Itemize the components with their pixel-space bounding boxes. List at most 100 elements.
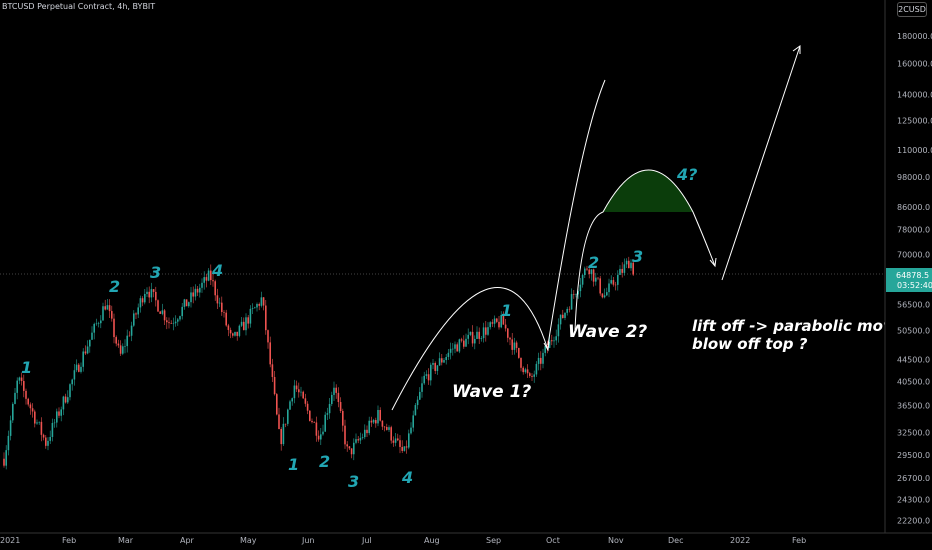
candle-body bbox=[23, 381, 25, 391]
candle-body bbox=[394, 438, 397, 443]
currency-prefix: 2C bbox=[898, 5, 909, 14]
candle-body bbox=[247, 317, 249, 324]
price-tick-label: 40500.0 bbox=[897, 377, 930, 386]
candle-body bbox=[232, 333, 234, 336]
wave-count-2: 2 bbox=[109, 277, 120, 296]
time-axis[interactable]: 2021 Feb Mar Apr May Jun Jul Aug Sep Oct Nov Dec 202… bbox=[0, 532, 932, 545]
candle-body bbox=[199, 287, 201, 293]
drawings-layer bbox=[391, 45, 801, 411]
candle-body bbox=[27, 398, 29, 405]
candle-body bbox=[148, 291, 150, 298]
candle-body bbox=[225, 312, 227, 326]
candle-body bbox=[12, 403, 14, 421]
last-price-badge bbox=[886, 268, 932, 292]
candle-body bbox=[460, 339, 463, 341]
wave-count-2b: 2 bbox=[319, 452, 330, 471]
candle-body bbox=[458, 339, 461, 352]
candle-body bbox=[97, 323, 100, 324]
candle-body bbox=[190, 292, 192, 303]
candle-body bbox=[432, 362, 434, 365]
time-tick-label: Dec bbox=[668, 536, 683, 545]
candle-body bbox=[196, 288, 199, 293]
time-tick-label: Mar bbox=[118, 536, 134, 545]
candle-body bbox=[183, 299, 186, 307]
wave-count-4: 4 bbox=[211, 261, 223, 280]
candle-body bbox=[617, 274, 619, 285]
candle-body bbox=[45, 437, 47, 446]
candle-body bbox=[119, 345, 122, 354]
candle-body bbox=[405, 446, 408, 448]
candle-body bbox=[181, 306, 183, 317]
candle-body bbox=[513, 342, 516, 350]
candle-body bbox=[157, 300, 159, 312]
symbol-header[interactable]: BTCUSD Perpetual Contract, 4h, BYBIT bbox=[2, 2, 156, 11]
candle-body bbox=[427, 374, 430, 381]
candle-body bbox=[337, 392, 340, 402]
candle-body bbox=[599, 278, 601, 294]
candle-body bbox=[262, 297, 265, 306]
wave1-arc bbox=[391, 287, 549, 411]
candle-body bbox=[251, 308, 254, 309]
candle-body bbox=[75, 364, 78, 371]
candle-body bbox=[419, 391, 421, 400]
candle-body bbox=[353, 442, 355, 455]
candle-body bbox=[619, 268, 621, 275]
currency-button[interactable]: 2CUSD bbox=[897, 2, 927, 17]
candle-body bbox=[298, 389, 300, 393]
candle-body bbox=[322, 431, 324, 435]
candle-body bbox=[436, 365, 439, 371]
candle-body bbox=[311, 420, 313, 423]
candle-body bbox=[221, 302, 223, 312]
candle-body bbox=[566, 308, 568, 313]
candle-body bbox=[95, 323, 98, 325]
candle-body bbox=[386, 426, 388, 430]
candle-body bbox=[126, 335, 128, 347]
candle-body bbox=[544, 346, 546, 353]
candle-body bbox=[29, 404, 32, 409]
candle-body bbox=[89, 339, 91, 347]
candle-body bbox=[564, 312, 566, 318]
candle-body bbox=[452, 348, 454, 350]
candle-body bbox=[509, 337, 511, 340]
candle-body bbox=[271, 364, 274, 377]
price-tick-label: 78000.0 bbox=[897, 226, 930, 235]
candle-body bbox=[115, 337, 117, 344]
wave-count-3c: 3 bbox=[632, 247, 643, 266]
candle-body bbox=[36, 422, 38, 424]
candle-body bbox=[586, 268, 588, 270]
note-line-1: lift off -> parabolic move bbox=[692, 317, 903, 335]
candle-body bbox=[533, 374, 535, 377]
candle-body bbox=[447, 352, 450, 357]
candle-body bbox=[614, 284, 617, 286]
candle-body bbox=[577, 291, 579, 295]
candle-body bbox=[135, 313, 137, 315]
candle-body bbox=[524, 369, 527, 373]
candle-body bbox=[60, 409, 62, 416]
price-tick-label: 180000.0 bbox=[897, 32, 932, 41]
wave-count-2c: 2 bbox=[588, 253, 599, 272]
candle-body bbox=[608, 283, 610, 293]
candle-body bbox=[188, 302, 190, 307]
candle-body bbox=[485, 327, 487, 335]
candle-body bbox=[454, 344, 456, 349]
candle-body bbox=[170, 323, 172, 324]
candle-body bbox=[557, 324, 560, 337]
price-scale[interactable]: 180000.0 160000.0 140000.0 125000.0 110000.0… bbox=[884, 0, 932, 533]
candle-body bbox=[124, 346, 126, 347]
candle-body bbox=[309, 410, 311, 421]
candle-body bbox=[47, 440, 49, 446]
candle-body bbox=[326, 413, 329, 415]
candle-body bbox=[141, 298, 144, 303]
price-tick-label: 98000.0 bbox=[897, 173, 930, 182]
candle-body bbox=[388, 427, 390, 430]
candle-body bbox=[597, 277, 599, 279]
candle-body bbox=[551, 340, 553, 342]
candle-body bbox=[476, 331, 478, 339]
candle-body bbox=[377, 409, 379, 424]
candle-body bbox=[159, 311, 161, 314]
candle-body bbox=[192, 292, 194, 297]
candle-body bbox=[293, 385, 296, 399]
candle-body bbox=[49, 436, 51, 441]
candle-body bbox=[498, 321, 500, 328]
